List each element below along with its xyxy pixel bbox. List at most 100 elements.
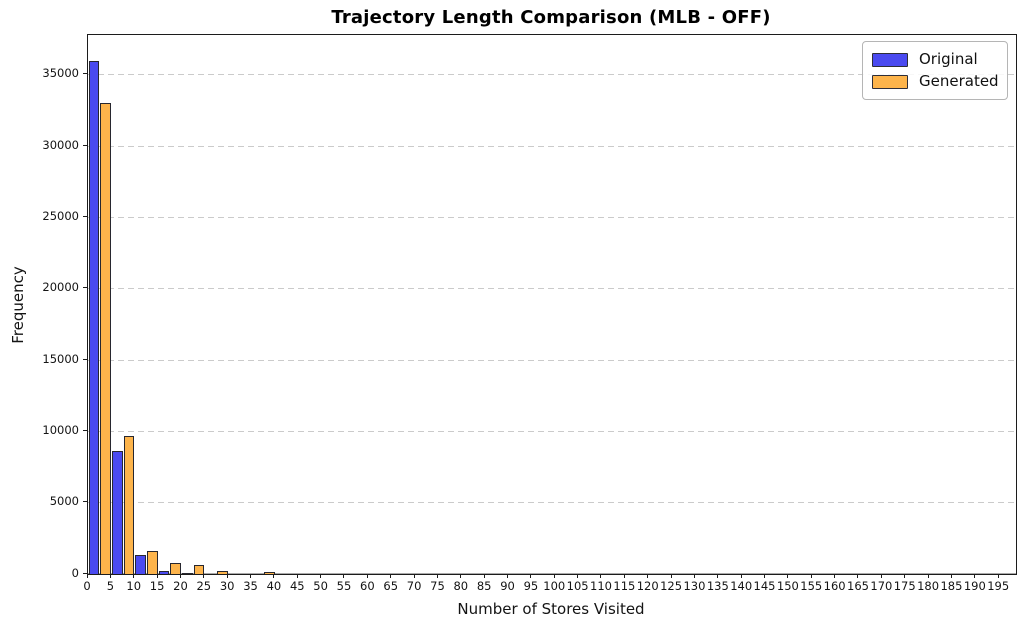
x-tick-label-195: 195 [987,579,1010,593]
x-tick-label-160: 160 [823,579,846,593]
x-tick-35 [250,574,252,578]
x-tick-185 [950,574,952,578]
x-tick-label-110: 110 [590,579,612,593]
x-tick-70 [413,574,415,578]
x-tick-25 [203,574,205,578]
x-tick-label-170: 170 [870,579,893,593]
x-tick-label-85: 85 [476,579,492,593]
bar-generated-bin-0 [100,103,111,574]
y-tick-25000 [83,216,87,218]
x-tick-label-10: 10 [126,579,142,593]
x-tick-label-15: 15 [149,579,165,593]
x-tick-115 [623,574,625,578]
x-tick-0 [86,574,88,578]
x-tick-label-40: 40 [266,579,282,593]
x-tick-label-25: 25 [196,579,212,593]
x-tick-85 [483,574,485,578]
x-tick-195 [997,574,999,578]
bar-original-bin-15 [158,570,170,574]
gridline-y-10000 [88,430,1016,432]
y-tick-15000 [83,358,87,360]
gridline-y-25000 [88,217,1016,219]
x-tick-80 [460,574,462,578]
x-tick-20 [179,574,181,578]
x-tick-label-135: 135 [706,579,729,593]
x-tick-label-115: 115 [613,579,636,593]
legend-label-original: Original [919,50,978,68]
x-tick-label-185: 185 [940,579,963,593]
x-tick-label-100: 100 [543,579,566,593]
legend-swatch-original-icon [872,52,908,67]
bar-generated-bin-10 [147,551,158,574]
legend-item-original: Original [872,51,999,68]
gridline-y-30000 [88,145,1016,147]
x-axis-label: Number of Stores Visited [457,600,645,618]
x-tick-label-65: 65 [383,579,399,593]
x-tick-150 [787,574,789,578]
x-tick-175 [904,574,906,578]
x-tick-45 [296,574,298,578]
bar-original-bin-0 [88,60,100,574]
x-tick-30 [226,574,228,578]
x-tick-55 [343,574,345,578]
x-tick-label-165: 165 [847,579,869,593]
x-tick-140 [740,574,742,578]
y-tick-10000 [83,429,87,431]
x-tick-180 [927,574,929,578]
x-tick-160 [834,574,836,578]
y-tick-0 [83,572,87,574]
x-tick-170 [880,574,882,578]
bar-generated-bin-35 [263,571,275,574]
x-tick-15 [156,574,158,578]
x-tick-label-75: 75 [430,579,445,593]
x-tick-label-140: 140 [730,579,753,593]
x-tick-190 [974,574,976,578]
x-tick-60 [366,574,368,578]
x-tick-65 [390,574,392,578]
x-tick-label-55: 55 [336,579,352,593]
bar-generated-bin-20 [193,565,205,574]
zero-bars-edge-line [88,573,1016,574]
x-tick-label-90: 90 [500,579,515,593]
x-tick-label-95: 95 [523,579,539,593]
y-tick-20000 [83,287,87,289]
legend-label-generated: Generated [919,72,999,90]
bar-original-bin-5 [112,451,123,574]
bar-original-bin-10 [135,554,147,574]
x-tick-label-0: 0 [83,579,91,593]
y-tick-label-35000: 35000 [42,66,79,81]
bar-generated-bin-15 [170,562,182,574]
x-tick-120 [647,574,649,578]
y-tick-35000 [83,73,87,75]
x-tick-label-80: 80 [453,579,469,593]
legend: Original Generated [862,41,1008,100]
y-tick-label-20000: 20000 [42,280,79,295]
x-tick-label-60: 60 [360,579,375,593]
x-tick-10 [133,574,135,578]
x-tick-label-45: 45 [289,579,305,593]
x-tick-label-20: 20 [173,579,188,593]
x-tick-90 [507,574,509,578]
x-tick-label-130: 130 [683,579,706,593]
x-tick-label-155: 155 [800,579,823,593]
y-tick-label-10000: 10000 [42,422,79,437]
y-tick-label-25000: 25000 [42,209,79,224]
x-tick-135 [717,574,719,578]
gridline-y-35000 [88,74,1016,76]
x-tick-145 [764,574,766,578]
x-tick-label-70: 70 [406,579,422,593]
x-tick-label-50: 50 [313,579,328,593]
x-tick-75 [436,574,438,578]
x-tick-5 [109,574,111,578]
x-tick-label-190: 190 [963,579,986,593]
x-tick-165 [857,574,859,578]
x-tick-label-150: 150 [776,579,799,593]
legend-swatch-generated-icon [872,74,908,89]
gridline-y-15000 [88,359,1016,361]
legend-item-generated: Generated [872,73,999,90]
x-tick-125 [670,574,672,578]
gridline-y-5000 [88,502,1016,504]
gridline-y-20000 [88,288,1016,290]
x-tick-label-105: 105 [566,579,589,593]
x-tick-label-35: 35 [243,579,258,593]
